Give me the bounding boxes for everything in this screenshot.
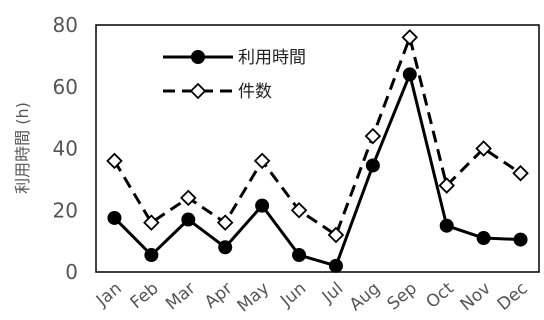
data-point-diamond — [143, 214, 160, 231]
legend-item: 件数 — [163, 82, 272, 102]
data-point-circle — [328, 258, 343, 273]
data-point-diamond — [106, 152, 123, 170]
y-axis-ticks: 0 20 40 60 80 — [53, 13, 78, 284]
data-point-diamond — [401, 29, 419, 46]
y-tick-label: 0 — [65, 260, 78, 284]
series-solid — [107, 67, 528, 273]
data-point-diamond — [216, 214, 234, 231]
data-point-diamond — [364, 127, 382, 145]
x-tick-label: Feb — [127, 279, 163, 314]
series-line — [113, 72, 521, 268]
y-tick-label: 40 — [53, 137, 78, 161]
x-tick-label: Oct — [423, 278, 459, 312]
legend-marker-diamond — [189, 82, 207, 100]
x-tick-label: Aug — [346, 279, 384, 316]
x-tick-label: Apr — [201, 279, 236, 313]
data-point-diamond — [290, 201, 308, 219]
x-tick-label: Sep — [384, 279, 421, 315]
y-tick-label: 80 — [53, 13, 78, 37]
data-point-circle — [255, 198, 270, 213]
series-line — [113, 35, 522, 237]
y-tick-label: 60 — [53, 75, 78, 99]
data-point-diamond — [327, 226, 345, 244]
data-point-circle — [218, 240, 233, 255]
x-tick-label: Nov — [457, 279, 495, 316]
legend-item: 利用時間 — [163, 48, 306, 68]
data-point-circle — [476, 231, 491, 246]
data-point-diamond — [475, 140, 492, 157]
data-point-circle — [513, 232, 528, 247]
data-point-diamond — [438, 177, 455, 194]
data-point-circle — [292, 248, 307, 263]
x-tick-label: Dec — [494, 279, 532, 315]
plot-area — [95, 24, 540, 273]
data-point-circle — [402, 67, 417, 82]
data-point-circle — [181, 212, 196, 227]
legend-marker-circle — [191, 50, 205, 64]
series-dashed — [106, 29, 529, 244]
data-point-circle — [365, 158, 380, 173]
legend-label: 件数 — [238, 82, 272, 102]
x-tick-label: Jan — [92, 279, 126, 312]
data-point-diamond — [512, 164, 529, 182]
y-tick-label: 20 — [53, 198, 78, 222]
x-tick-label: Mar — [162, 279, 199, 315]
x-tick-label: Jun — [276, 279, 310, 312]
data-point-diamond — [180, 189, 197, 207]
data-point-circle — [144, 248, 159, 263]
data-point-diamond — [253, 152, 271, 170]
series-layer — [106, 29, 529, 273]
x-tick-label: Jul — [318, 279, 347, 308]
x-tick-label: May — [234, 279, 274, 317]
legend-label: 利用時間 — [238, 48, 306, 68]
y-axis-label: 利用時間 (h) — [13, 102, 32, 194]
data-point-circle — [107, 210, 122, 225]
data-point-circle — [439, 218, 454, 233]
